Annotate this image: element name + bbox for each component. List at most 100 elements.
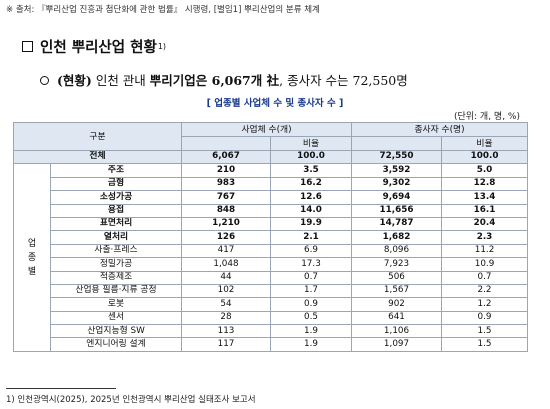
summary-text-1: 인천 관내 bbox=[91, 73, 150, 88]
cell-companies: 102 bbox=[181, 283, 271, 299]
cell-workers-ratio: 12.8 bbox=[441, 176, 529, 192]
header-workers-empty bbox=[351, 136, 443, 151]
cell-workers: 7,923 bbox=[351, 257, 443, 272]
cell-companies-ratio: 1.7 bbox=[269, 283, 353, 299]
cell-companies-ratio: 17.3 bbox=[269, 257, 353, 272]
table-row: 열처리 126 2.1 1,682 2.3 bbox=[14, 230, 529, 245]
cell-companies: 54 bbox=[181, 297, 271, 312]
header-workers: 종사자 수(명) bbox=[351, 122, 529, 137]
footnote-divider bbox=[6, 388, 116, 389]
summary-prefix: (현황) bbox=[57, 73, 92, 88]
cell-workers-ratio: 1.2 bbox=[441, 297, 529, 312]
cell-workers: 902 bbox=[351, 297, 443, 312]
cell-name: 정밀가공 bbox=[50, 257, 182, 272]
summary-text-2: , 종사자 수는 72,550명 bbox=[279, 73, 408, 88]
cell-name: 열처리 bbox=[50, 230, 182, 245]
cell-workers: 1,567 bbox=[351, 283, 443, 299]
cell-workers-ratio: 5.0 bbox=[441, 163, 529, 178]
header-category: 구분 bbox=[13, 122, 182, 151]
cell-name: 소성가공 bbox=[50, 190, 182, 205]
table-row: 센서 28 0.5 641 0.9 bbox=[14, 310, 529, 326]
table-row: 용접 848 14.0 11,656 16.1 bbox=[14, 203, 529, 218]
cell-name: 전체 bbox=[13, 149, 182, 165]
source-note: ※ 출처: 『뿌리산업 진흥과 첨단화에 관한 법률』 시행령, [별임1] 뿌… bbox=[6, 5, 320, 15]
cell-companies-ratio: 3.5 bbox=[269, 163, 353, 178]
table-row: 엔지니어링 설계 117 1.9 1,097 1.5 bbox=[14, 337, 529, 352]
cell-workers-ratio: 10.9 bbox=[441, 257, 529, 272]
summary-bold: 뿌리기업은 6,067개 社 bbox=[149, 73, 280, 88]
cell-workers-ratio: 100.0 bbox=[441, 149, 529, 165]
header-workers-ratio: 비율 bbox=[441, 136, 529, 151]
cell-name: 엔지니어링 설계 bbox=[50, 337, 182, 352]
table-row-total: 전체 6,067 100.0 72,550 100.0 bbox=[13, 149, 529, 165]
cell-companies-ratio: 1.9 bbox=[269, 337, 353, 352]
cell-companies: 6,067 bbox=[181, 149, 271, 165]
cell-companies-ratio: 100.0 bbox=[269, 149, 353, 165]
cell-name: 로봇 bbox=[50, 297, 182, 312]
header-companies: 사업체 수(개) bbox=[180, 122, 353, 137]
cell-workers-ratio: 0.9 bbox=[441, 310, 529, 326]
cell-workers: 8,096 bbox=[351, 243, 443, 259]
cell-companies-ratio: 0.7 bbox=[269, 270, 353, 285]
table-row: 로봇 54 0.9 902 1.2 bbox=[14, 297, 529, 312]
cell-companies: 1,210 bbox=[181, 216, 271, 232]
unit-note: (단위: 개, 명, %) bbox=[453, 112, 520, 122]
cell-companies: 767 bbox=[181, 190, 271, 205]
cell-workers: 1,682 bbox=[351, 230, 443, 245]
table-row: 금형 983 16.2 9,302 12.8 bbox=[14, 176, 529, 192]
cell-companies: 44 bbox=[181, 270, 271, 285]
cell-name: 산업용 필름·지류 공정 bbox=[50, 283, 182, 299]
cell-companies: 983 bbox=[181, 176, 271, 192]
cell-name: 산업지능형 SW bbox=[50, 324, 182, 339]
table-row: 적층제조 44 0.7 506 0.7 bbox=[14, 270, 529, 285]
cell-name: 주조 bbox=[50, 163, 182, 178]
cell-companies: 117 bbox=[181, 337, 271, 352]
cell-companies: 210 bbox=[181, 163, 271, 178]
circle-bullet-icon bbox=[40, 76, 49, 85]
checkbox-square-icon bbox=[22, 41, 33, 52]
cell-name: 적층제조 bbox=[50, 270, 182, 285]
cell-companies-ratio: 16.2 bbox=[269, 176, 353, 192]
group-label-char: 별 bbox=[27, 266, 37, 277]
cell-companies-ratio: 1.9 bbox=[269, 324, 353, 339]
cell-companies-ratio: 0.5 bbox=[269, 310, 353, 326]
cell-workers: 3,592 bbox=[351, 163, 443, 178]
cell-companies-ratio: 2.1 bbox=[269, 230, 353, 245]
cell-workers-ratio: 11.2 bbox=[441, 243, 529, 259]
cell-companies: 848 bbox=[181, 203, 271, 218]
cell-companies: 1,048 bbox=[181, 257, 271, 272]
cell-workers: 11,656 bbox=[351, 203, 443, 218]
cell-workers: 506 bbox=[351, 270, 443, 285]
industry-table: 구분 사업체 수(개) 종사자 수(명) 비율 비율 전체 6,067 100.… bbox=[13, 122, 529, 352]
header-companies-empty bbox=[181, 136, 271, 151]
cell-name: 용접 bbox=[50, 203, 182, 218]
table-row: 산업용 필름·지류 공정 102 1.7 1,567 2.2 bbox=[14, 283, 529, 299]
table-row: 사출·프레스 417 6.9 8,096 11.2 bbox=[14, 243, 529, 259]
cell-companies-ratio: 12.6 bbox=[269, 190, 353, 205]
cell-workers-ratio: 13.4 bbox=[441, 190, 529, 205]
section-title-text: 인천 뿌리산업 현황 bbox=[40, 40, 157, 56]
group-label-char: 종 bbox=[27, 252, 37, 263]
table-row: 정밀가공 1,048 17.3 7,923 10.9 bbox=[14, 257, 529, 272]
cell-companies-ratio: 0.9 bbox=[269, 297, 353, 312]
cell-workers-ratio: 1.5 bbox=[441, 337, 529, 352]
table-row: 업 종 별 주조 210 3.5 3,592 5.0 bbox=[13, 163, 529, 352]
cell-workers: 9,694 bbox=[351, 190, 443, 205]
cell-workers-ratio: 20.4 bbox=[441, 216, 529, 232]
summary-line: (현황) 인천 관내 뿌리기업은 6,067개 社, 종사자 수는 72,550… bbox=[40, 70, 408, 89]
table-row: 소성가공 767 12.6 9,694 13.4 bbox=[14, 190, 529, 205]
cell-workers-ratio: 2.3 bbox=[441, 230, 529, 245]
cell-workers: 72,550 bbox=[351, 149, 443, 165]
table-row: 표면처리 1,210 19.9 14,787 20.4 bbox=[14, 216, 529, 232]
cell-name: 금형 bbox=[50, 176, 182, 192]
cell-companies-ratio: 6.9 bbox=[269, 243, 353, 259]
section-title: 인천 뿌리산업 현황 1) bbox=[22, 36, 166, 57]
cell-workers: 1,097 bbox=[351, 337, 443, 352]
cell-companies: 417 bbox=[181, 243, 271, 259]
table-row: 산업지능형 SW 113 1.9 1,106 1.5 bbox=[14, 324, 529, 339]
cell-workers: 14,787 bbox=[351, 216, 443, 232]
cell-workers: 1,106 bbox=[351, 324, 443, 339]
cell-workers-ratio: 16.1 bbox=[441, 203, 529, 218]
cell-name: 센서 bbox=[50, 310, 182, 326]
